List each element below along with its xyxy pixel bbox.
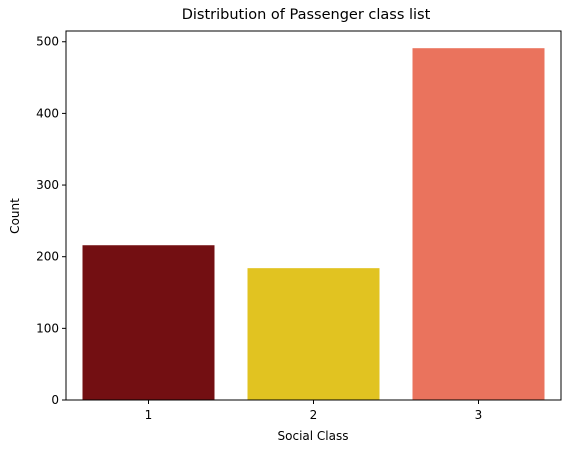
y-tick-label: 100: [36, 321, 59, 335]
y-tick-label: 400: [36, 106, 59, 120]
chart-title: Distribution of Passenger class list: [182, 7, 431, 23]
y-axis: 0 100 200 300 400 500: [36, 35, 66, 407]
x-tick-label: 1: [145, 408, 153, 422]
y-tick-label: 300: [36, 178, 59, 192]
y-axis-label: Count: [8, 198, 22, 234]
y-tick-label: 500: [36, 35, 59, 49]
bar-class-2: [247, 268, 380, 400]
bar-class-1: [82, 245, 215, 400]
plot-frame: [65, 30, 562, 401]
x-tick-label: 2: [310, 408, 318, 422]
bars-group: [82, 48, 545, 401]
x-tick-label: 3: [475, 408, 483, 422]
y-tick-label: 200: [36, 250, 59, 264]
x-axis: 1 2 3: [145, 400, 483, 422]
bar-class-3: [412, 48, 545, 401]
y-tick-label: 0: [51, 393, 59, 407]
x-axis-label: Social Class: [278, 429, 349, 443]
